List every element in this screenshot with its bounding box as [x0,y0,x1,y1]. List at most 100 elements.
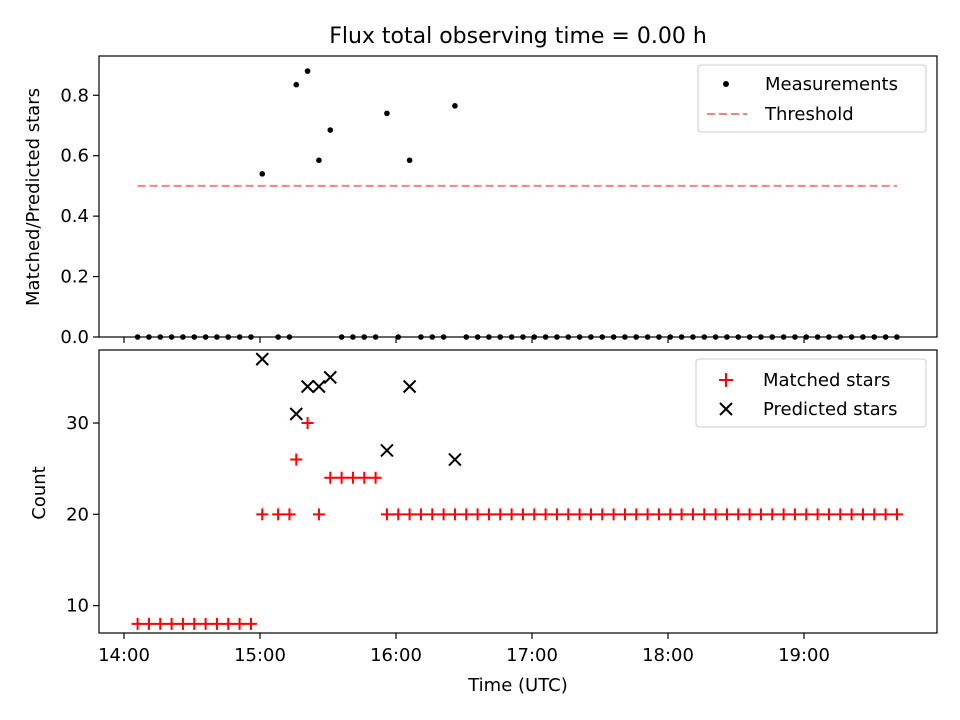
top-y-ticks: 0.0 0.2 0.4 0.6 0.8 [60,85,99,348]
legend-predicted-marker [719,402,733,416]
predicted-star-point [255,352,269,366]
top-axes-frame [98,55,938,338]
bottom-x-tick-label: 17:00 [506,645,558,666]
measurement-point [452,103,458,109]
legend-measurements-marker [723,81,729,87]
bottom-plot-marks [131,352,903,630]
predicted-star-point [289,407,303,421]
bottom-y-tick-label: 30 [66,413,89,434]
measurement-point [316,157,322,164]
bottom-y-axis-label: Count [29,466,50,519]
matched-star-point [290,453,303,466]
bottom-y-ticks: 10 20 30 [66,413,99,617]
measurement-point [259,171,266,177]
matched-star-point [244,617,257,630]
matched-star-point [176,617,189,630]
matched-star-point [766,508,779,521]
matched-star-point [471,508,484,521]
matched-star-point [233,617,246,630]
matched-star-point [131,617,144,630]
matched-star-point [584,508,597,521]
top-y-tick-label: 0.4 [60,206,89,227]
measurement-point [384,110,390,117]
matched-star-point [199,617,212,630]
matched-star-point [811,508,824,521]
matched-star-point [403,508,416,521]
matched-star-point [165,617,178,630]
matched-star-point [426,508,439,521]
bottom-axes-frame [98,349,938,634]
matched-star-point [879,508,892,521]
matched-star-point [437,508,450,521]
legend-matched-marker [719,373,733,387]
matched-star-point [732,508,745,521]
matched-star-point [686,508,699,521]
matched-star-point [392,508,405,521]
bottom-legend: Matched stars Predicted stars [695,358,927,428]
matched-star-point [822,508,835,521]
matched-star-point [664,508,677,521]
matched-star-point [312,508,325,521]
matched-star-point [777,508,790,521]
matched-star-point [834,508,847,521]
legend-threshold-label: Threshold [764,104,854,125]
matched-star-point [324,471,337,484]
bottom-x-tick-label: 15:00 [234,645,286,666]
top-legend-frame [697,64,927,133]
matched-star-point [607,508,620,521]
top-panel: 0.00.20.40.60.8 Matched/Predicted stars … [23,55,938,348]
matched-star-point [743,508,756,521]
matched-star-point [448,508,461,521]
top-y-tick-label: 0.2 [60,267,89,288]
top-y-tick-label: 0.8 [60,85,89,106]
legend-predicted-label: Predicted stars [763,399,897,420]
matched-star-point [256,508,269,521]
matched-star-point [550,508,563,521]
matched-star-point [222,617,235,630]
bottom-legend-frame [695,358,927,428]
matched-star-point [630,508,643,521]
matched-star-point [516,508,529,521]
matched-star-point [154,617,167,630]
bottom-x-tick-label: 19:00 [778,645,830,666]
bottom-y-tick-label: 10 [66,596,89,617]
matched-star-point [709,508,722,521]
matched-star-point [358,471,371,484]
matched-star-point [562,508,575,521]
matched-star-point [142,617,155,630]
matched-star-point [188,617,201,630]
bottom-x-tick-label: 16:00 [370,645,422,666]
top-x-ticks [123,337,805,343]
figure-title: Flux total observing time = 0.00 h [329,24,707,49]
matched-star-point [539,508,552,521]
matched-star-point [641,508,654,521]
top-y-axis-label: Matched/Predicted stars [23,88,44,306]
predicted-star-point [312,379,326,394]
measurement-point [293,81,300,88]
bottom-x-axis-label: Time (UTC) [467,675,568,696]
matched-star-point [528,508,541,521]
matched-star-point [845,508,858,521]
matched-star-point [482,508,495,521]
bottom-x-tick-label: 18:00 [642,645,694,666]
matched-star-point [754,508,767,521]
matched-star-point [494,508,507,521]
measurement-point [406,157,413,164]
matched-star-point [505,508,518,521]
matched-star-point [369,471,382,484]
matched-star-point [414,508,427,521]
matched-star-point [596,508,609,521]
top-y-tick-label: 0.0 [60,327,89,348]
measurement-point [327,127,334,133]
matched-star-point [675,508,688,521]
matched-star-point [720,508,733,521]
matched-star-point [335,471,348,484]
matched-star-point [346,471,359,484]
matched-star-point [698,508,711,521]
bottom-x-ticks: 14:00 15:00 16:00 17:00 18:00 19:00 [98,633,830,666]
predicted-star-point [323,370,337,385]
bottom-y-tick-label: 20 [66,504,89,525]
top-y-tick-label: 0.6 [60,146,89,167]
measurement-point [304,68,311,74]
